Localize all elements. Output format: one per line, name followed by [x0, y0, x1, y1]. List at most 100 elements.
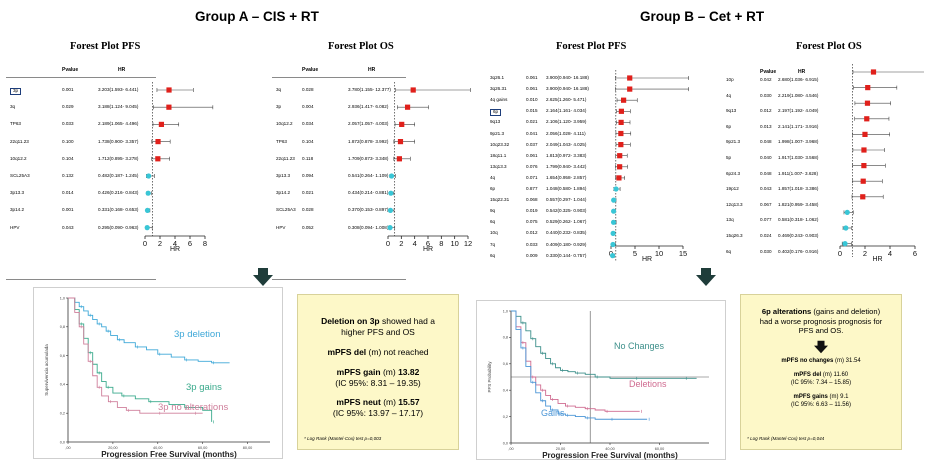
box-a-headline-rest: showed had a	[379, 316, 435, 326]
row-hr-1: 2.936(1.417- 6.082)	[348, 104, 389, 110]
row-pvalue-2: 0.034	[302, 121, 314, 127]
row-hr-0: 3.900(0.940- 16.188)	[546, 75, 589, 80]
row-hr-4: 2.106(1.120- 3.959)	[546, 119, 587, 125]
row-label-5: SCL25A3	[10, 173, 30, 178]
box-a-mpfs-neut: mPFS neut (m) 15.57 (IC 95%: 13.97 – 17.…	[298, 397, 458, 419]
row-label-15: 7q	[490, 241, 496, 247]
row-hr-3: 2.164(1.161- 4.034)	[546, 108, 587, 114]
box-b-headline: 6p alterations (gains and deletion) had …	[741, 307, 901, 336]
x-tick-label-1: 2	[399, 239, 403, 248]
box-a-gain-label: mPFS gain	[336, 367, 381, 377]
km-panel-b: ,00 20,00 40,00 60,00 0,0 0,2 0,4 0,6 0,8 1,0 Prog…	[476, 300, 726, 460]
estimate-marker-6	[861, 163, 867, 169]
row-pvalue-6: 0.037	[526, 141, 538, 147]
row-pvalue-8: 0.052	[302, 224, 314, 230]
row-label-2: 10q12.2	[276, 121, 293, 127]
estimate-marker-0	[166, 87, 172, 93]
row-label-1: 4q	[726, 92, 732, 98]
row-hr-15: 0.409(0.180- 0.929)	[546, 241, 587, 247]
x-tick-label-2: 4	[413, 239, 417, 248]
forest-table-b-pfs: 3q26.1 0.061 3.900(0.940- 16.188) 3q26.31 0.…	[486, 62, 616, 272]
km-y-tick-label-4: 0,8	[503, 336, 508, 340]
box-a-mpfs-del: mPFS del (m) not reached	[298, 347, 458, 357]
row-pvalue-3: 0.100	[62, 138, 74, 144]
estimate-marker-4	[862, 131, 868, 137]
row-hr-8: 1.821(0.959- 3.458)	[778, 201, 819, 207]
x-axis-label: HR	[642, 256, 652, 262]
estimate-marker-1	[865, 85, 871, 91]
row-label-5: 3p13.3	[276, 173, 291, 178]
row-label-2: 9q13	[726, 108, 737, 114]
estimate-marker-8	[144, 225, 150, 231]
row-label-3: 6p	[726, 123, 732, 129]
row-hr-3: 2.141(1.171- 3.916)	[778, 123, 819, 129]
box-b-noch-rest: (m) 31.54	[833, 357, 861, 364]
row-label-8: 12q13.3	[726, 201, 743, 207]
row-pvalue-10: 0.877	[526, 186, 538, 191]
row-pvalue-4: 0.118	[302, 155, 314, 161]
km-legend-0: No Changes	[614, 341, 665, 351]
row-label-4: 10q12.2	[10, 155, 27, 161]
estimate-marker-1	[627, 86, 633, 92]
row-pvalue-1: 0.004	[302, 104, 314, 110]
km-curve-0	[68, 297, 230, 364]
row-pvalue-6: 0.014	[62, 190, 74, 196]
km-x-tick-label-2: 40,00	[605, 447, 615, 451]
x-tick-label-4: 8	[203, 239, 207, 248]
estimate-marker-5	[389, 173, 395, 179]
forest-title-a-os: Forest Plot OS	[328, 41, 394, 52]
x-tick-label-0: 0	[609, 249, 613, 258]
km-curve-2	[511, 310, 648, 420]
km-x-tick-label-3: 60,00	[655, 447, 665, 451]
arrow-down-icon-b	[696, 268, 716, 286]
row-label-10: 6p	[490, 186, 496, 191]
x-tick-label-2: 10	[655, 249, 663, 258]
estimate-marker-15	[610, 241, 616, 248]
estimate-marker-10	[843, 225, 849, 231]
row-pvalue-5: 0.094	[302, 173, 314, 178]
row-label-5: 5p	[726, 155, 732, 160]
box-b-mpfs-del: mPFS del (m) 11.60 (IC 95%: 7.34 – 15.85…	[741, 371, 901, 387]
km-curve-1	[511, 310, 640, 412]
row-hr-2: 2.197(1.192- 4.049)	[778, 108, 819, 114]
x-tick-label-1: 2	[158, 239, 162, 248]
row-label-7: SCL25A3	[276, 207, 296, 213]
estimate-marker-2	[399, 121, 405, 127]
row-label-0: 10p	[726, 77, 734, 82]
row-pvalue-9: 0.077	[760, 217, 772, 223]
estimate-marker-8	[617, 164, 623, 170]
km-panel-a: ,00 20,00 40,00 60,00 80,00 0,0 0,2 0,4 0,6 0,8 1,…	[33, 287, 283, 459]
forest-title-b-pfs: Forest Plot PFS	[556, 41, 627, 52]
x-tick-label-2: 4	[173, 239, 177, 248]
row-hr-9: 1.654(0.958- 2.857)	[546, 174, 587, 180]
row-pvalue-1: 0.030	[760, 92, 772, 98]
row-label-9: 4q	[490, 174, 496, 180]
km-curve-2	[68, 297, 203, 414]
col-header-hr: HR	[118, 67, 126, 73]
km-x-tick-label-4: 80,00	[243, 446, 253, 450]
x-tick-label-3: 6	[913, 249, 917, 258]
x-tick-label-6: 12	[464, 239, 472, 248]
row-label-3: TP63	[276, 138, 287, 144]
estimate-marker-3	[397, 139, 404, 145]
km-x-tick-label-0: ,00	[65, 446, 70, 450]
estimate-marker-8	[860, 194, 866, 200]
row-pvalue-8: 0.076	[526, 163, 538, 169]
box-a-neut-unit: (m)	[380, 397, 399, 407]
km-chart-b: ,00 20,00 40,00 60,00 0,0 0,2 0,4 0,6 0,8 1,0 Prog…	[487, 309, 709, 460]
row-pvalue-6: 0.021	[302, 190, 314, 196]
estimate-marker-7	[144, 207, 151, 213]
estimate-marker-7	[860, 178, 866, 184]
forest-table-b-os: Pvalue HR 10p 0.042 2.680(1.036- 6.915) 4q 0.0…	[720, 62, 860, 272]
km-legend-1: Deletions	[629, 379, 667, 389]
row-pvalue-0: 0.028	[302, 87, 314, 92]
row-hr-5: 1.917(1.030- 3.568)	[778, 155, 819, 160]
estimate-marker-2	[158, 121, 165, 127]
row-pvalue-15: 0.033	[526, 241, 538, 247]
estimate-marker-11	[842, 241, 848, 247]
row-label-2: 4q gains	[490, 97, 508, 103]
box-a-neut-ci: (IC 95%: 13.97 – 17.17)	[332, 408, 424, 418]
row-pvalue-0: 0.001	[62, 87, 74, 92]
row-pvalue-14: 0.012	[526, 230, 538, 236]
row-hr-3: 1.738(0.900- 3.357)	[98, 138, 139, 144]
